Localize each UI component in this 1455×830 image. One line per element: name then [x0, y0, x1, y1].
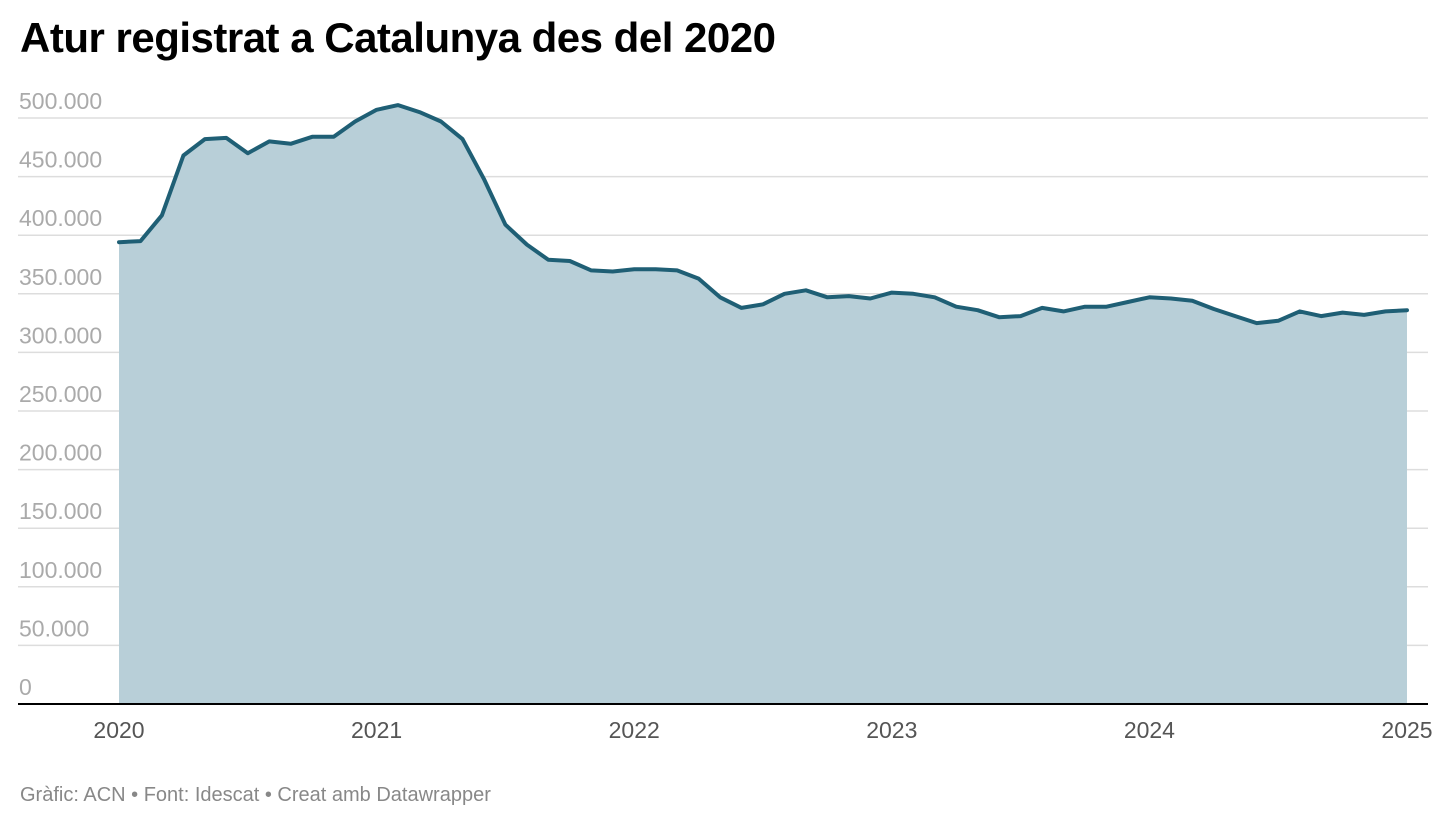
x-tick-label: 2023 [866, 717, 917, 743]
y-tick-label: 500.000 [19, 88, 102, 114]
y-tick-label: 150.000 [19, 498, 102, 524]
y-tick-label: 200.000 [19, 440, 102, 466]
y-tick-label: 300.000 [19, 322, 102, 348]
y-tick-label: 250.000 [19, 381, 102, 407]
x-tick-label: 2020 [93, 717, 144, 743]
y-tick-label: 450.000 [19, 147, 102, 173]
series-line [117, 103, 1409, 326]
x-tick-label: 2024 [1124, 717, 1175, 743]
y-tick-label: 0 [19, 674, 32, 700]
y-tick-label: 400.000 [19, 205, 102, 231]
x-tick-label: 2021 [351, 717, 402, 743]
x-tick-label: 2025 [1381, 717, 1432, 743]
y-tick-label: 50.000 [19, 615, 89, 641]
y-tick-label: 100.000 [19, 557, 102, 583]
y-axis-ticks: 0 50.000 100.000 150.000 200.000 250.000 300.0… [19, 88, 102, 700]
chart-title: Atur registrat a Catalunya des del 2020 [20, 14, 776, 61]
y-tick-label: 350.000 [19, 264, 102, 290]
x-tick-label: 2022 [609, 717, 660, 743]
chart-footer: Gràfic: ACN • Font: Idescat • Creat amb … [20, 784, 491, 806]
x-axis-ticks: 2020 2021 2022 2023 2024 2025 [93, 717, 1432, 743]
series-area [119, 105, 1407, 705]
